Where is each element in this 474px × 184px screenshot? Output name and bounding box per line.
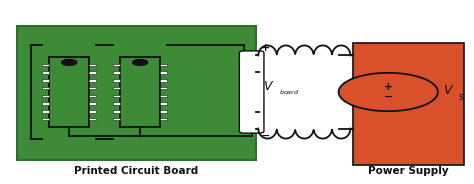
FancyBboxPatch shape xyxy=(113,95,120,97)
FancyBboxPatch shape xyxy=(49,57,89,127)
FancyBboxPatch shape xyxy=(42,110,49,113)
Text: +: + xyxy=(261,43,270,53)
Circle shape xyxy=(133,59,148,65)
Text: $V$: $V$ xyxy=(443,84,454,97)
FancyBboxPatch shape xyxy=(42,95,49,97)
Text: Power Supply: Power Supply xyxy=(368,167,448,176)
FancyBboxPatch shape xyxy=(160,64,167,66)
FancyBboxPatch shape xyxy=(42,71,49,74)
FancyBboxPatch shape xyxy=(160,87,167,89)
FancyBboxPatch shape xyxy=(113,79,120,82)
FancyBboxPatch shape xyxy=(42,79,49,82)
FancyBboxPatch shape xyxy=(160,110,167,113)
FancyBboxPatch shape xyxy=(89,87,96,89)
FancyBboxPatch shape xyxy=(160,102,167,105)
FancyBboxPatch shape xyxy=(42,87,49,89)
Text: Printed Circuit Board: Printed Circuit Board xyxy=(74,167,199,176)
FancyBboxPatch shape xyxy=(160,118,167,120)
FancyBboxPatch shape xyxy=(113,102,120,105)
FancyBboxPatch shape xyxy=(120,57,160,127)
Text: −: − xyxy=(383,91,393,101)
FancyBboxPatch shape xyxy=(160,95,167,97)
FancyBboxPatch shape xyxy=(42,102,49,105)
FancyBboxPatch shape xyxy=(42,118,49,120)
Circle shape xyxy=(338,73,438,111)
Text: $V$: $V$ xyxy=(263,80,274,93)
FancyBboxPatch shape xyxy=(160,71,167,74)
FancyBboxPatch shape xyxy=(353,43,464,165)
FancyBboxPatch shape xyxy=(89,118,96,120)
FancyBboxPatch shape xyxy=(113,64,120,66)
FancyBboxPatch shape xyxy=(89,64,96,66)
FancyBboxPatch shape xyxy=(89,102,96,105)
FancyBboxPatch shape xyxy=(113,71,120,74)
FancyBboxPatch shape xyxy=(89,79,96,82)
Text: −: − xyxy=(261,131,270,141)
Text: +: + xyxy=(384,82,392,92)
FancyBboxPatch shape xyxy=(42,64,49,66)
FancyBboxPatch shape xyxy=(89,110,96,113)
FancyBboxPatch shape xyxy=(89,95,96,97)
Text: $_{board}$: $_{board}$ xyxy=(279,89,299,97)
FancyBboxPatch shape xyxy=(113,87,120,89)
FancyBboxPatch shape xyxy=(160,79,167,82)
Circle shape xyxy=(62,59,77,65)
FancyBboxPatch shape xyxy=(17,26,256,160)
FancyBboxPatch shape xyxy=(89,71,96,74)
FancyBboxPatch shape xyxy=(113,118,120,120)
Text: $s$: $s$ xyxy=(458,92,465,102)
FancyBboxPatch shape xyxy=(113,110,120,113)
FancyBboxPatch shape xyxy=(239,51,264,133)
